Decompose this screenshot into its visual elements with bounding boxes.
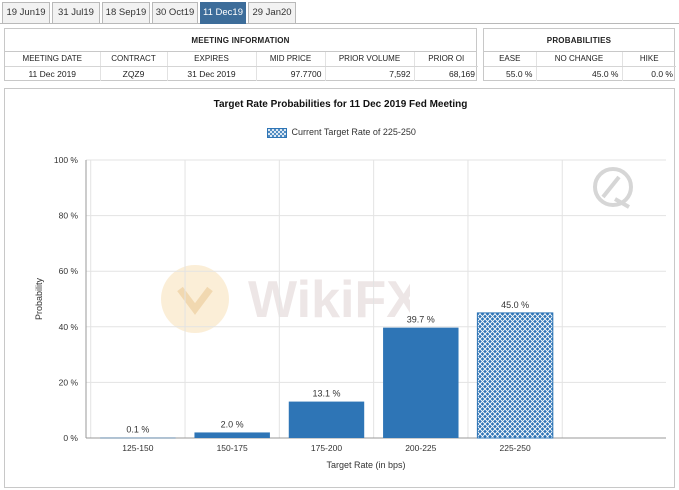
bar-150-175 [194,432,270,438]
tab-11-dec19[interactable]: 11 Dec19 [200,2,246,24]
table-header-row: EASE NO CHANGE HIKE [484,52,676,67]
tab-31-jul19[interactable]: 31 Jul19 [52,2,100,23]
table-row: 11 Dec 2019 ZQZ9 31 Dec 2019 97.7700 7,5… [5,66,478,81]
chart-panel: Target Rate Probabilities for 11 Dec 201… [4,88,675,488]
column-header: CONTRACT [99,52,167,67]
hike-cell: 0.0 % [621,66,676,81]
column-header: MID PRICE [255,52,325,67]
table-header-row: MEETING DATE CONTRACT EXPIRES MID PRICE … [5,52,478,67]
column-header: EASE [484,52,536,67]
probabilities-panel: PROBABILITIES EASE NO CHANGE HIKE 55.0 %… [483,28,676,81]
ease-cell: 55.0 % [506,68,533,79]
column-header: PRIOR VOLUME [324,52,414,67]
legend-swatch [267,127,287,138]
meeting-date-cell: 11 Dec 2019 [28,68,77,79]
y-tick-label: 80 % [59,211,79,221]
data-label: 13.1 % [312,389,340,399]
mid-price-cell: 97.7700 [255,66,325,81]
prior-oi-cell: 68,169 [413,66,478,81]
tab-30-oct19[interactable]: 30 Oct19 [152,2,198,23]
bar-225-250 [476,312,554,439]
expires-cell: 31 Dec 2019 [166,66,256,81]
column-header: MEETING DATE [5,52,100,67]
tab-29-jan20[interactable]: 29 Jan20 [248,2,296,23]
probabilities-table: EASE NO CHANGE HIKE 55.0 % 45.0 % 0.0 % [484,52,676,81]
data-label: 45.0 % [501,300,529,310]
y-tick-label: 20 % [59,377,79,387]
table-row: 55.0 % 45.0 % 0.0 % [484,66,676,81]
meeting-information-title: MEETING INFORMATION [5,29,476,52]
no-change-cell: 45.0 % [535,66,622,81]
prior-volume-cell: 7,592 [324,66,414,81]
chart-title: Target Rate Probabilities for 11 Dec 201… [213,99,468,110]
meeting-tabs: 19 Jun19 31 Jul19 18 Sep19 30 Oct19 11 D… [0,0,679,24]
column-header: HIKE [621,52,676,67]
data-label: 39.7 % [407,315,435,325]
chart-legend: Current Target Rate of 225-250 [267,126,416,138]
data-label: 2.0 % [221,419,244,429]
x-tick-label: 125-150 [122,443,153,453]
y-tick-label: 60 % [59,266,79,276]
tab-18-sep19[interactable]: 18 Sep19 [102,2,150,23]
y-tick-label: 40 % [59,322,79,332]
meeting-information-table: MEETING DATE CONTRACT EXPIRES MID PRICE … [5,52,478,81]
y-axis-title: Probability [34,277,44,320]
legend-label: Current Target Rate of 225-250 [291,127,416,137]
bar-chart: 0 % 20 % 40 % 60 % 80 % 100 % 0.1 % 125-150 2.0 … [34,155,666,470]
data-label: 0.1 % [126,425,149,435]
column-header: EXPIRES [166,52,256,67]
x-tick-label: 200-225 [405,443,436,453]
bar-200-225 [383,327,459,438]
tab-19-jun19[interactable]: 19 Jun19 [2,2,50,23]
x-axis-title: Target Rate (in bps) [326,460,405,470]
x-tick-label: 150-175 [217,443,248,453]
x-tick-label: 175-200 [311,443,342,453]
meeting-information-panel: MEETING INFORMATION MEETING DATE CONTRAC… [4,28,478,81]
probabilities-title: PROBABILITIES [484,29,674,52]
column-header: NO CHANGE [535,52,622,67]
y-tick-label: 100 % [54,155,79,165]
bar-125-150 [100,437,176,439]
contract-cell: ZQZ9 [99,66,167,81]
bar-175-200 [288,401,365,438]
column-header: PRIOR OI [413,52,478,67]
y-tick-label: 0 % [63,433,78,443]
x-tick-label: 225-250 [500,443,531,453]
